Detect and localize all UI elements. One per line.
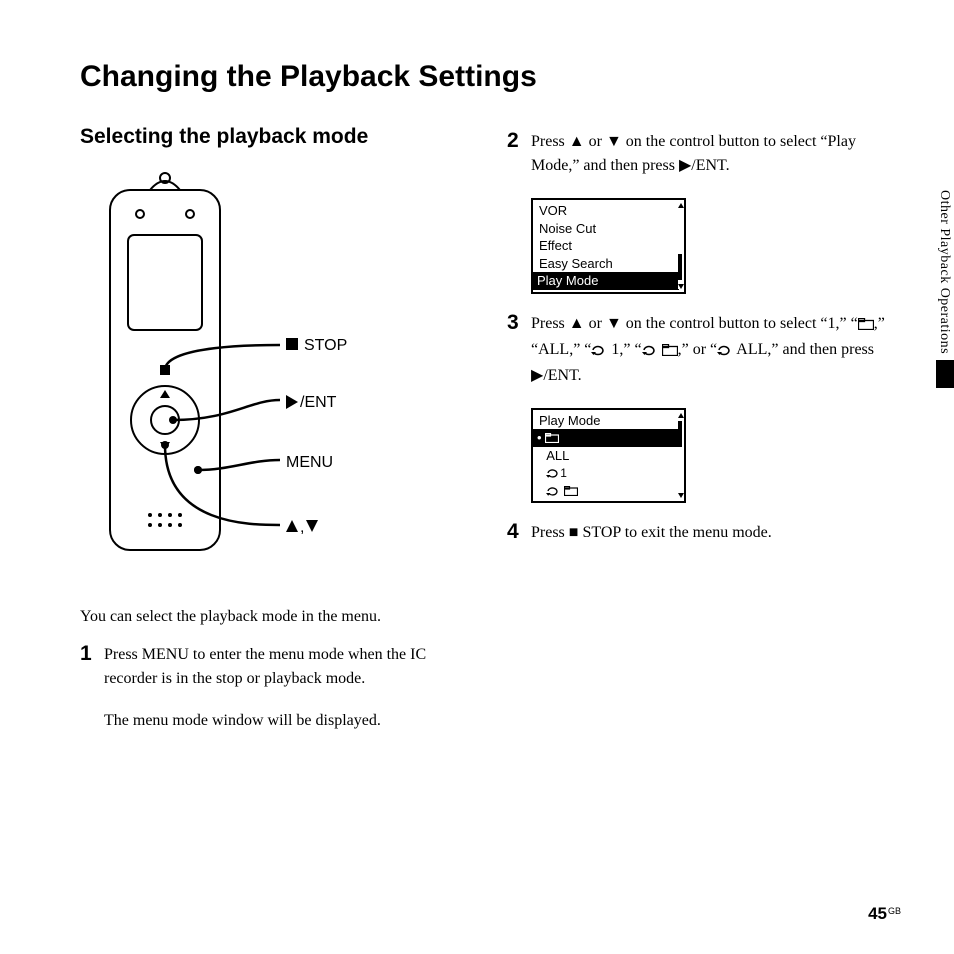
step-number: 2 [507, 130, 525, 151]
step-number: 3 [507, 312, 525, 333]
right-column: 2 Press ▲ or ▼ on the control button to … [507, 124, 894, 741]
step-3-text: Press ▲ or ▼ on the control button to se… [531, 312, 894, 388]
menu-item: Easy Search [537, 255, 678, 273]
menu-screen-2: Play Mode• ALL 1 [531, 408, 686, 504]
section-title: Selecting the playback mode [80, 124, 467, 150]
step-2-text: Press ▲ or ▼ on the control button to se… [531, 130, 894, 178]
play-icon: ▶ [531, 367, 543, 384]
step-number: 4 [507, 521, 525, 542]
repeat-icon [591, 340, 607, 364]
side-tab-label: Other Playback Operations [936, 190, 952, 354]
menu-item [537, 482, 678, 500]
label-menu: MENU [286, 454, 333, 471]
down-triangle-icon: ▼ [606, 315, 622, 332]
menu-item: Effect [537, 237, 678, 255]
menu-item: VOR [537, 202, 678, 220]
page-number: 45GB [868, 904, 900, 924]
up-triangle-icon: ▲ [569, 315, 585, 332]
step-1: 1 Press MENU to enter the menu mode when… [80, 643, 467, 699]
scrollbar-icon [678, 413, 682, 499]
step-4-text: Press ■ STOP to exit the menu mode. [531, 521, 772, 545]
label-stop: STOP [304, 337, 347, 354]
menu-title: Play Mode [537, 412, 678, 430]
menu-item: Noise Cut [537, 220, 678, 238]
intro-text: You can select the playback mode in the … [80, 605, 467, 629]
play-icon: ▶ [679, 157, 691, 174]
label-ent: /ENT [300, 394, 337, 411]
down-triangle-icon: ▼ [606, 133, 622, 150]
menu-screen-1: VORNoise CutEffectEasy SearchPlay Mode [531, 198, 686, 294]
stop-square-icon: ■ [569, 524, 579, 541]
up-triangle-icon: ▲ [569, 133, 585, 150]
step-number: 1 [80, 643, 98, 664]
step-4: 4 Press ■ STOP to exit the menu mode. [507, 521, 894, 553]
repeat-icon [642, 340, 658, 364]
menu-item: ALL [537, 447, 678, 465]
side-tab: Other Playback Operations [936, 190, 954, 388]
side-tab-mark [936, 360, 954, 388]
step-3: 3 Press ▲ or ▼ on the control button to … [507, 312, 894, 396]
step-1-text: Press MENU to enter the menu mode when t… [104, 643, 467, 691]
folder-icon [662, 340, 678, 364]
menu-item: 1 [537, 464, 678, 482]
folder-icon [858, 314, 874, 338]
menu-item: Play Mode [533, 272, 679, 290]
step-1-text-2: The menu mode window will be displayed. [104, 709, 467, 733]
device-diagram: STOP /ENT MENU , [80, 170, 467, 580]
left-column: Selecting the playback mode [80, 124, 467, 741]
step-2: 2 Press ▲ or ▼ on the control button to … [507, 130, 894, 186]
page-title: Changing the Playback Settings [80, 60, 894, 94]
repeat-icon [717, 340, 733, 364]
scrollbar-icon [678, 203, 682, 289]
menu-item: • [533, 429, 679, 447]
svg-text:,: , [300, 519, 304, 536]
